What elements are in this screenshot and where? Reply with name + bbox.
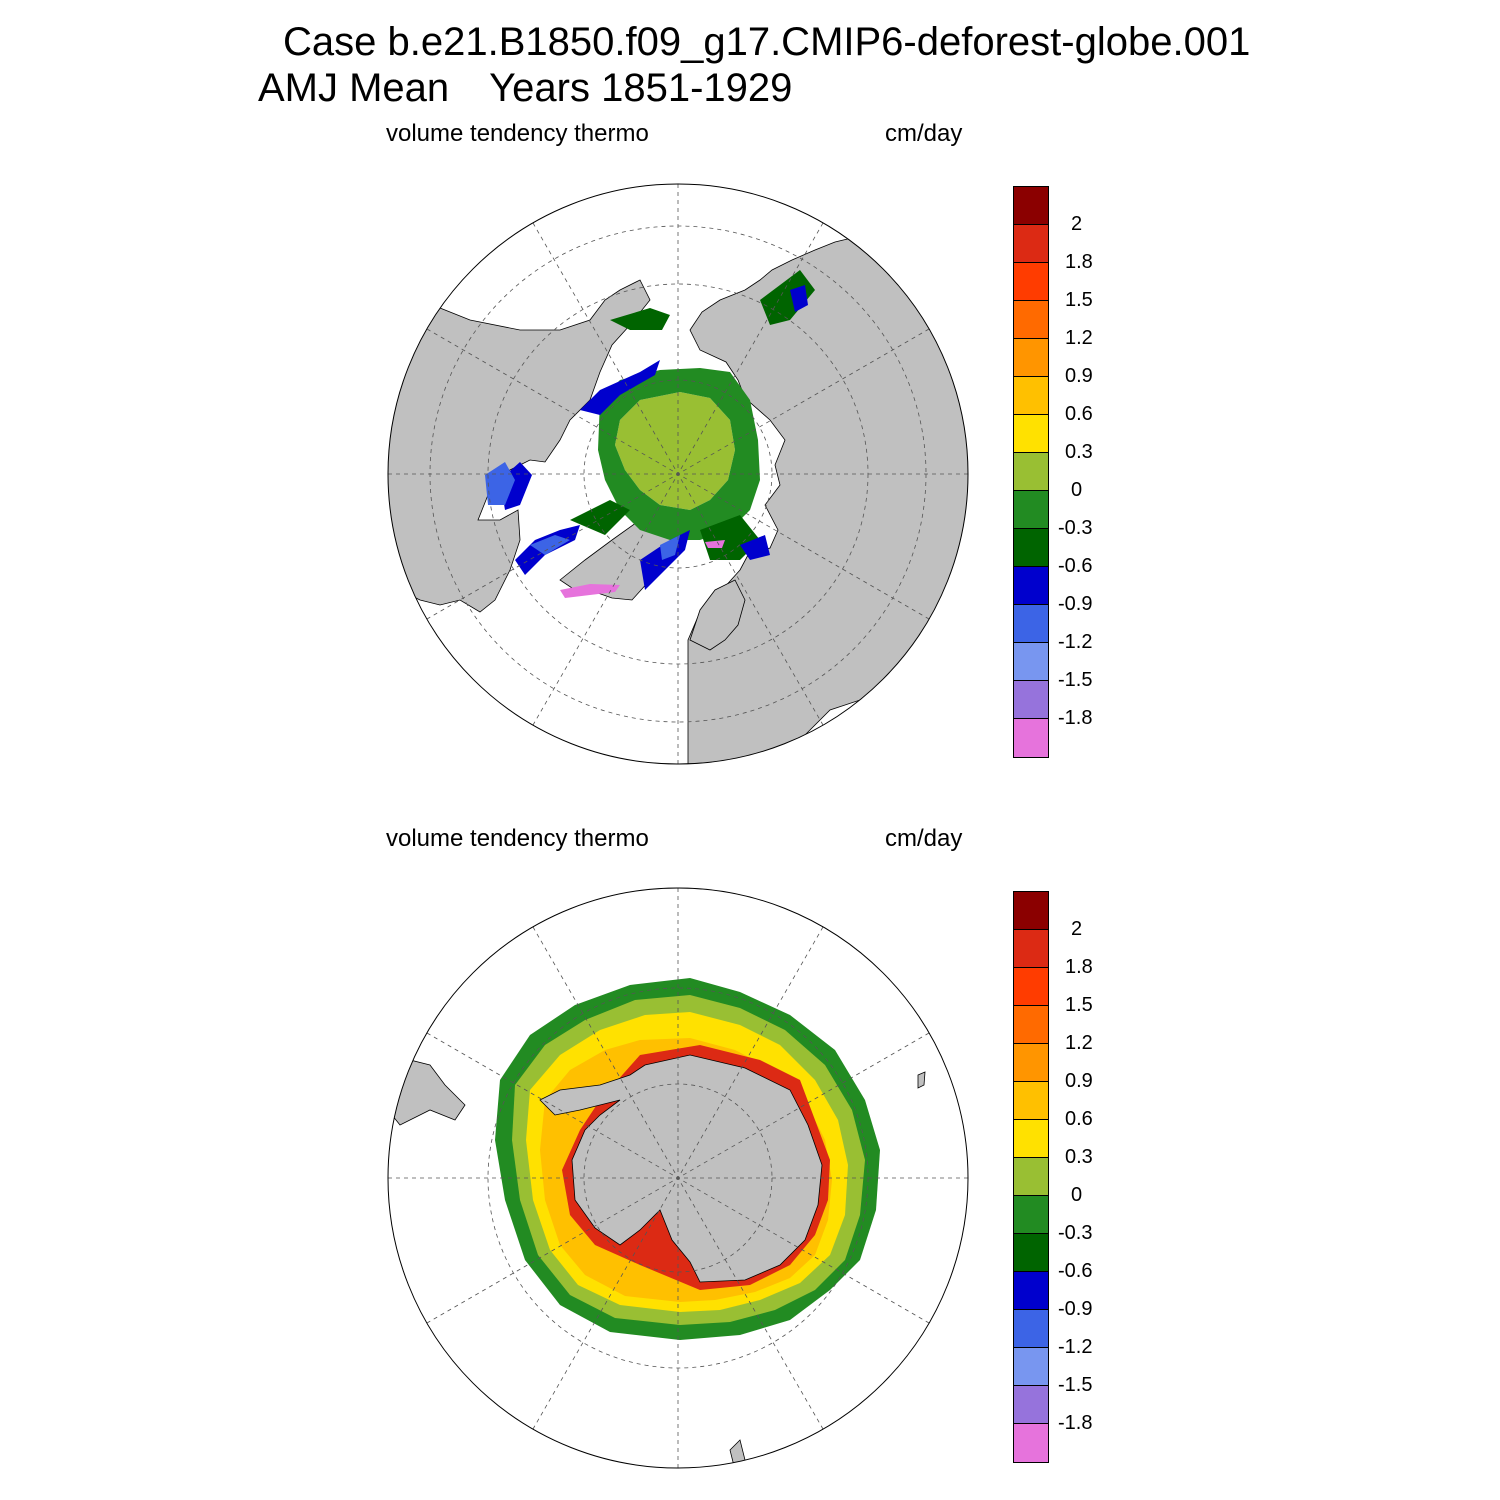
north-variable-label: volume tendency thermo: [386, 120, 649, 147]
north-colorbar-box: [1014, 263, 1048, 301]
south-colorbar-box: [1014, 1006, 1048, 1044]
south-colorbar-box: [1014, 930, 1048, 968]
north-ice-neg06: [570, 270, 815, 560]
south-land-antarctica: [539, 1054, 823, 1283]
north-colorbar-box: [1014, 719, 1048, 757]
south-colorbar-tick-label: -1.8: [1058, 1412, 1093, 1434]
south-colorbar-tick-label: 0.9: [1065, 1070, 1093, 1092]
south-colorbar-tick-label: -0.6: [1058, 1260, 1093, 1282]
north-colorbar-box: [1014, 339, 1048, 377]
north-map-border: [387, 183, 969, 765]
north-land-scandinavia: [689, 579, 746, 651]
south-colorbar: [1013, 891, 1049, 1463]
north-ice-neg18: [560, 540, 725, 598]
south-colorbar-tick-label: -1.2: [1058, 1336, 1093, 1358]
north-colorbar-box: [1014, 605, 1048, 643]
north-land-eurasia: [687, 224, 968, 764]
north-colorbar-tick-label: -0.9: [1058, 593, 1093, 615]
south-colorbar-box: [1014, 1234, 1048, 1272]
north-colorbar-box: [1014, 377, 1048, 415]
south-colorbar-box: [1014, 1082, 1048, 1120]
north-colorbar-tick-label: 0.9: [1065, 365, 1093, 387]
south-colorbar-box: [1014, 1310, 1048, 1348]
south-colorbar-box: [1014, 1272, 1048, 1310]
south-colorbar-box: [1014, 1386, 1048, 1424]
north-units-label: cm/day: [885, 120, 963, 147]
south-colorbar-box: [1014, 1044, 1048, 1082]
north-colorbar-box: [1014, 681, 1048, 719]
north-colorbar-tick-label: 0: [1071, 479, 1083, 501]
south-colorbar-tick-label: -0.9: [1058, 1298, 1093, 1320]
north-colorbar-tick-label: 1.5: [1065, 289, 1093, 311]
years-label: Years 1851-1929: [489, 66, 793, 110]
south-colorbar-tick-label: 0.3: [1065, 1146, 1093, 1168]
north-colorbar-box: [1014, 225, 1048, 263]
north-colorbar-tick-label: -1.5: [1058, 669, 1093, 691]
south-colorbar-tick-label: -0.3: [1058, 1222, 1093, 1244]
south-graticule: [388, 888, 968, 1468]
south-colorbar-box: [1014, 1424, 1048, 1462]
south-colorbar-box: [1014, 1158, 1048, 1196]
season-label: AMJ Mean: [258, 66, 450, 110]
north-ice-neg03: [598, 368, 760, 540]
south-land-africa-tip: [917, 1071, 926, 1089]
north-colorbar-tick-label: 0.6: [1065, 403, 1093, 425]
case-title: Case b.e21.B1850.f09_g17.CMIP6-deforest-…: [283, 20, 1251, 64]
south-colorbar-tick-label: 0: [1071, 1184, 1083, 1206]
south-variable-label: volume tendency thermo: [386, 825, 649, 852]
north-colorbar-box: [1014, 187, 1048, 225]
north-ice-zero: [615, 392, 735, 510]
north-ice-neg09: [500, 285, 808, 590]
south-colorbar-box: [1014, 892, 1048, 930]
north-colorbar-tick-label: 0.3: [1065, 441, 1093, 463]
north-colorbar-tick-label: -1.8: [1058, 707, 1093, 729]
south-colorbar-box: [1014, 1196, 1048, 1234]
south-colorbar-tick-label: 1.8: [1065, 956, 1093, 978]
north-colorbar-tick-label: -0.3: [1058, 517, 1093, 539]
south-colorbar-box: [1014, 1348, 1048, 1386]
south-colorbar-tick-label: -1.5: [1058, 1374, 1093, 1396]
north-colorbar-box: [1014, 643, 1048, 681]
north-colorbar-tick-label: 1.8: [1065, 251, 1093, 273]
north-colorbar-tick-label: -1.2: [1058, 631, 1093, 653]
south-colorbar-tick-label: 1.2: [1065, 1032, 1093, 1054]
north-ice-neg12: [485, 462, 680, 560]
north-colorbar-tick-label: -0.6: [1058, 555, 1093, 577]
south-polar-map: [387, 887, 969, 1469]
south-map-border: [387, 887, 969, 1469]
south-colorbar-tick-label: 1.5: [1065, 994, 1093, 1016]
south-colorbar-box: [1014, 968, 1048, 1006]
south-colorbar-tick-label: 2: [1071, 918, 1083, 940]
south-colorbar-box: [1014, 1120, 1048, 1158]
north-colorbar-box: [1014, 301, 1048, 339]
south-units-label: cm/day: [885, 825, 963, 852]
north-colorbar-tick-label: 1.2: [1065, 327, 1093, 349]
north-colorbar-box: [1014, 529, 1048, 567]
north-colorbar-box: [1014, 453, 1048, 491]
north-colorbar-box: [1014, 415, 1048, 453]
north-colorbar-box: [1014, 567, 1048, 605]
north-colorbar-tick-label: 2: [1071, 213, 1083, 235]
season-title: AMJ Mean Years 1851-1929: [258, 66, 792, 110]
north-graticule: [388, 184, 968, 764]
north-polar-map: [387, 183, 969, 765]
north-colorbar: [1013, 186, 1049, 758]
south-colorbar-tick-label: 0.6: [1065, 1108, 1093, 1130]
north-colorbar-box: [1014, 491, 1048, 529]
